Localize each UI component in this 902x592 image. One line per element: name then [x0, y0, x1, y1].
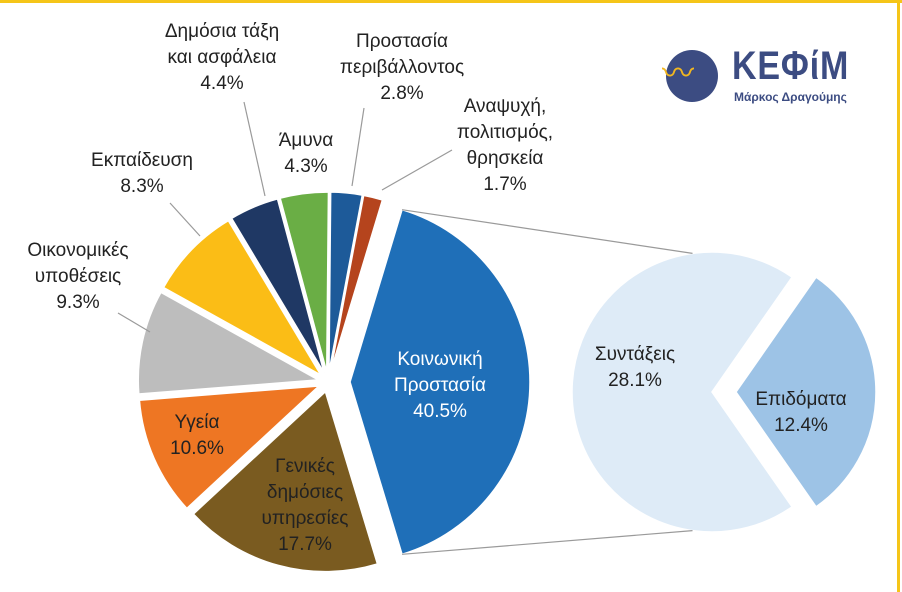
frame-border-right — [897, 0, 900, 592]
data-label-6: Άμυνα 4.3% — [279, 130, 334, 177]
logo-name: ΚΕΦίΜ — [732, 44, 850, 88]
value-label: 4.4% — [200, 73, 243, 94]
pie-slice-2 — [138, 385, 321, 510]
category-label: υπηρεσίες — [262, 508, 349, 529]
secondary-slice-1 — [735, 276, 877, 508]
pie-slice-8 — [329, 194, 384, 373]
pie-slice-6 — [279, 191, 330, 373]
data-label-3: Οικονομικές υποθέσεις 9.3% — [27, 240, 128, 313]
data-label-8: Αναψυχή, πολιτισμός, θρησκεία 1.7% — [457, 96, 553, 195]
data-label-1: Γενικές δημόσιες υπηρεσίες 17.7% — [262, 456, 349, 555]
value-label: 4.3% — [284, 156, 327, 177]
data-label-secondary-1: Επιδόματα 12.4% — [755, 389, 846, 436]
data-label-4: Εκπαίδευση 8.3% — [91, 150, 193, 197]
value-label: 2.8% — [380, 83, 423, 104]
category-label: Άμυνα — [279, 130, 334, 151]
leader-line-4 — [381, 149, 453, 191]
logo-subtitle: Μάρκος Δραγούμης — [734, 90, 847, 104]
pie-slice-0 — [349, 208, 531, 556]
value-label: 9.3% — [56, 292, 99, 313]
value-label: 1.7% — [483, 174, 526, 195]
category-label: Επιδόματα — [755, 389, 846, 410]
leader-line-1 — [169, 202, 201, 237]
category-label: δημόσιες — [267, 482, 343, 503]
leader-line-3 — [351, 107, 365, 187]
category-label: Υγεία — [175, 412, 220, 433]
category-label: Εκπαίδευση — [91, 150, 193, 171]
category-label: Προστασία — [356, 31, 448, 52]
leader-line-2 — [243, 101, 266, 197]
category-label: υποθέσεις — [35, 266, 121, 287]
category-label: Αναψυχή, — [464, 96, 547, 117]
value-label: 17.7% — [278, 534, 332, 555]
data-label-0: Κοινωνική Προστασία 40.5% — [394, 349, 486, 422]
category-label: Προστασία — [394, 375, 486, 396]
leader-line-0 — [117, 312, 151, 333]
value-label: 40.5% — [413, 401, 467, 422]
pie-slice-3 — [137, 291, 321, 395]
data-label-5: Δημόσια τάξη και ασφάλεια 4.4% — [165, 21, 279, 94]
secondary-slice-0 — [571, 251, 794, 533]
value-label: 10.6% — [170, 438, 224, 459]
connector-line-1 — [401, 530, 693, 555]
category-label: πολιτισμός, — [457, 122, 553, 143]
kefim-logo: 〰 ΚΕΦίΜ Μάρκος Δραγούμης — [662, 44, 862, 114]
category-label: Οικονομικές — [27, 240, 128, 261]
frame-border-top — [0, 0, 902, 3]
data-label-secondary-0: Συντάξεις 28.1% — [595, 344, 675, 391]
category-label: θρησκεία — [467, 148, 544, 169]
pie-slice-4 — [162, 219, 323, 378]
logo-wing-icon: 〰 — [662, 54, 695, 92]
category-label: Συντάξεις — [595, 344, 675, 365]
pie-slice-7 — [328, 191, 364, 373]
category-label: Κοινωνική — [397, 349, 482, 370]
pie-slice-1 — [192, 390, 379, 573]
value-label: 12.4% — [774, 415, 828, 436]
logo-circle-icon — [666, 50, 718, 102]
data-label-2: Υγεία 10.6% — [170, 412, 224, 459]
data-label-7: Προστασία περιβάλλοντος 2.8% — [340, 31, 464, 104]
category-label: Γενικές — [275, 456, 335, 477]
value-label: 28.1% — [608, 370, 662, 391]
connector-line-0 — [401, 209, 693, 254]
category-label: και ασφάλεια — [168, 47, 277, 68]
category-label: Δημόσια τάξη — [165, 21, 279, 42]
value-label: 8.3% — [120, 176, 163, 197]
pie-slice-5 — [230, 198, 325, 374]
category-label: περιβάλλοντος — [340, 57, 464, 78]
